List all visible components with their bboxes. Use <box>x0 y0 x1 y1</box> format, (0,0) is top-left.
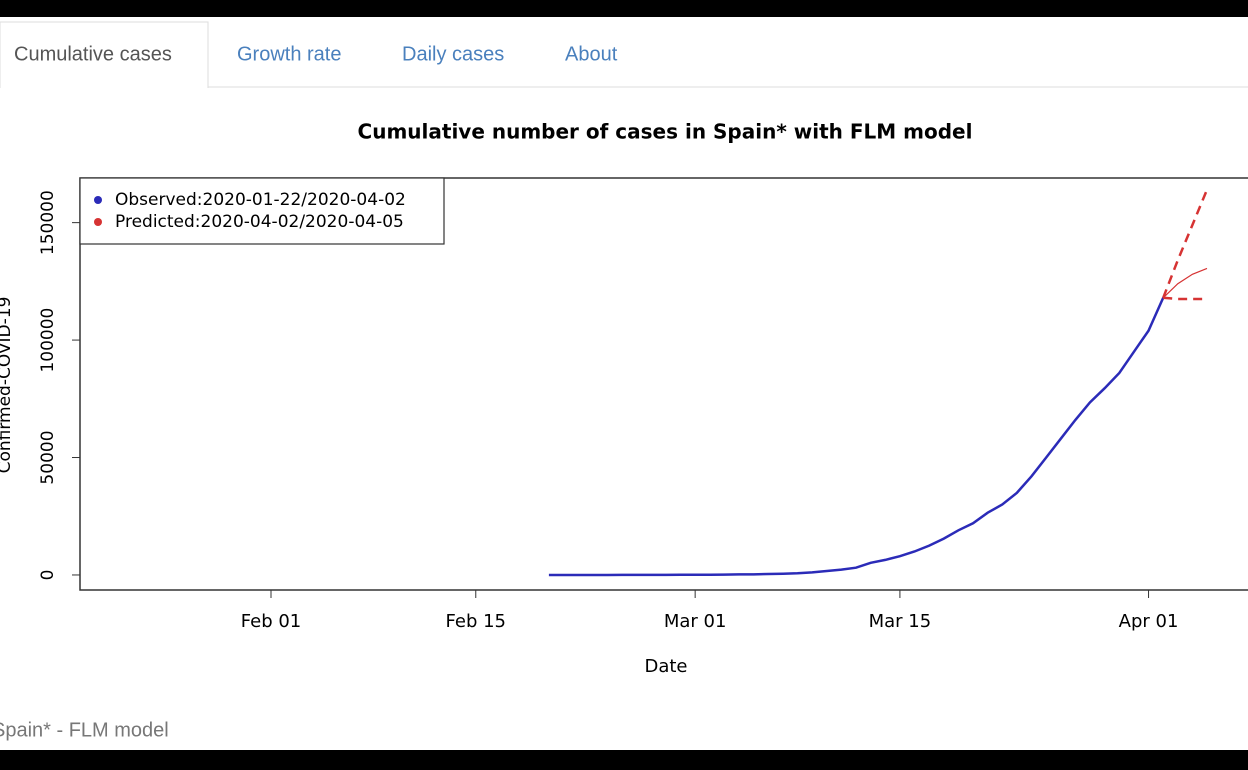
tab-bar: Cumulative cases Growth rate Daily cases Ab… <box>0 21 618 88</box>
legend-box <box>79 177 445 245</box>
observed-line <box>548 297 1165 577</box>
legend-marker <box>94 218 102 226</box>
x-axis-label: Date <box>644 656 687 677</box>
tab-label[interactable]: Daily cases <box>402 43 504 65</box>
plot: 0 50000 100000 150000 Feb 01 Feb 15 Mar 01 Mar … <box>38 177 1248 632</box>
x-tick-label: Feb 01 <box>241 611 302 632</box>
chart-title: Cumulative number of cases in Spain* wit… <box>358 120 973 144</box>
y-tick-label: 50000 <box>38 430 58 484</box>
prediction-lower-bound <box>1163 296 1207 301</box>
tab[interactable]: Growth rate <box>237 43 341 65</box>
app-background <box>0 17 1248 750</box>
tab-frame <box>0 21 209 88</box>
x-tick-label: Feb 15 <box>446 611 507 632</box>
legend-label: Predicted:2020-04-02/2020-04-05 <box>115 212 404 232</box>
y-tick-label: 100000 <box>38 308 58 373</box>
tab[interactable]: Cumulative cases <box>0 21 209 88</box>
tab-label[interactable]: About <box>565 43 618 65</box>
x-tick-label: Mar 15 <box>869 611 932 632</box>
tab[interactable]: Daily cases <box>402 43 504 65</box>
legend-marker <box>94 196 102 204</box>
tab[interactable]: About <box>565 43 618 65</box>
caption: Spain* - FLM model <box>0 719 169 741</box>
legend-label: Observed:2020-01-22/2020-04-02 <box>115 190 406 210</box>
y-tick-label: 0 <box>38 570 58 581</box>
y-tick-label: 150000 <box>38 190 58 255</box>
predicted-line <box>1162 267 1208 299</box>
tab-label[interactable]: Cumulative cases <box>14 43 172 65</box>
x-tick-label: Apr 01 <box>1119 611 1179 632</box>
x-tick-label: Mar 01 <box>664 611 727 632</box>
prediction-upper-bound <box>1162 189 1209 299</box>
plot-frame <box>79 177 1248 591</box>
tab-label[interactable]: Growth rate <box>237 43 341 65</box>
y-axis-label: Confirmed-COVID-19 <box>0 297 15 474</box>
legend: Observed:2020-01-22/2020-04-02Predicted:… <box>79 177 445 245</box>
